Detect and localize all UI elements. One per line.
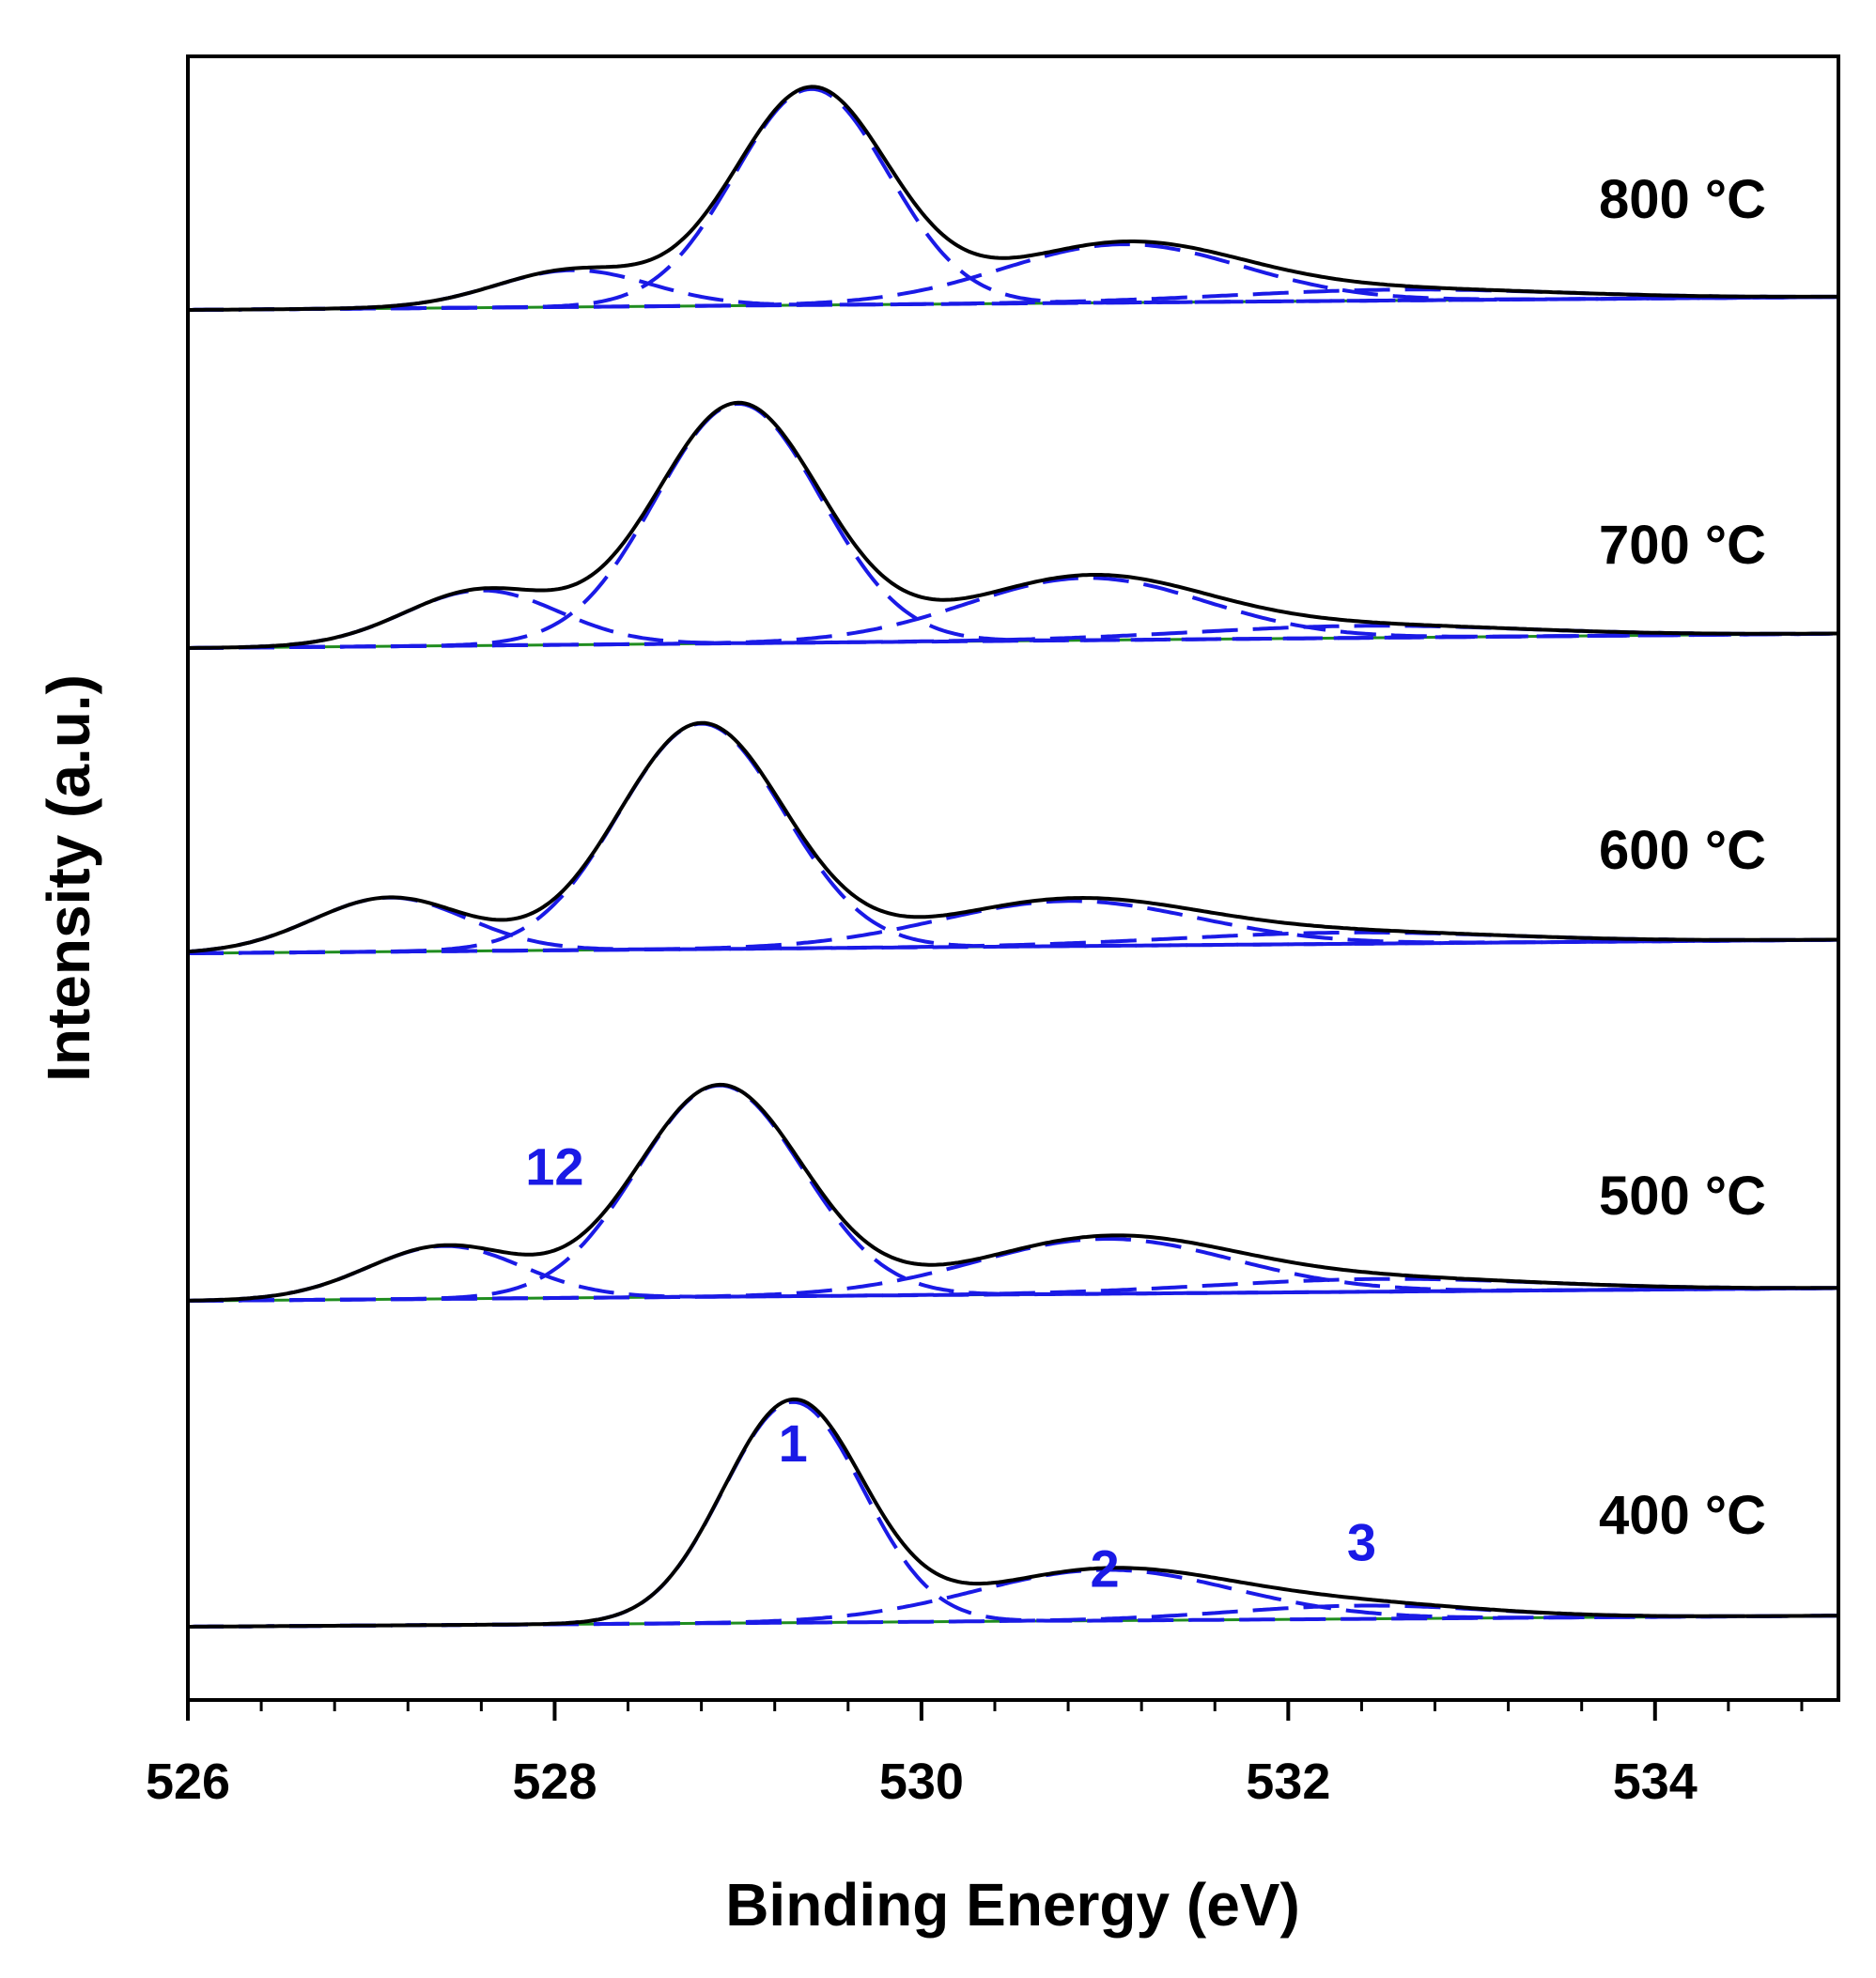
envelope-curve bbox=[188, 85, 1838, 312]
envelope-curve bbox=[187, 1082, 1838, 1303]
x-tick-label: 526 bbox=[146, 1754, 230, 1810]
temperature-label: 800 °C bbox=[1599, 169, 1766, 230]
component-peak-1 bbox=[188, 1399, 1838, 1629]
peak-annotation: 12 bbox=[525, 1136, 583, 1196]
component-peak-2 bbox=[188, 1083, 1838, 1303]
spectrum-2: 600 °C bbox=[187, 720, 1839, 955]
component-peak-2 bbox=[188, 86, 1838, 312]
temperature-label: 600 °C bbox=[1599, 820, 1766, 881]
spectrum-0: 800 °C bbox=[187, 85, 1839, 312]
temperature-label: 400 °C bbox=[1599, 1485, 1766, 1546]
spectrum-3: 500 °C bbox=[187, 1082, 1839, 1303]
y-axis-label: Intensity (a.u.) bbox=[35, 674, 102, 1082]
x-axis-tick-labels: 526 528 530 532 534 bbox=[146, 1754, 1698, 1810]
temperature-label: 500 °C bbox=[1599, 1166, 1766, 1227]
spectrum-1: 700 °C bbox=[187, 400, 1839, 650]
spectra-panels: 800 °C 700 °C 600 °C 500 °C 400 °C bbox=[187, 85, 1839, 1629]
peak-annotation: 3 bbox=[1347, 1513, 1376, 1572]
x-axis-ticks bbox=[186, 1700, 1804, 1721]
temperature-label: 700 °C bbox=[1599, 515, 1766, 576]
x-axis-label: Binding Energy (eV) bbox=[725, 1871, 1300, 1939]
x-tick-label: 528 bbox=[512, 1754, 597, 1810]
envelope-curve bbox=[188, 1397, 1839, 1629]
x-tick-label: 534 bbox=[1613, 1754, 1698, 1810]
component-peak-2 bbox=[188, 401, 1838, 650]
x-tick-label: 532 bbox=[1246, 1754, 1330, 1810]
spectrum-4: 400 °C bbox=[187, 1397, 1839, 1629]
envelope-curve bbox=[187, 400, 1838, 650]
plot-frame bbox=[186, 54, 1840, 1702]
x-tick-label: 530 bbox=[879, 1754, 964, 1810]
component-peak-2 bbox=[188, 721, 1838, 955]
peak-annotation: 1 bbox=[779, 1414, 808, 1473]
peak-annotation: 2 bbox=[1091, 1539, 1120, 1599]
envelope-curve bbox=[187, 720, 1838, 954]
